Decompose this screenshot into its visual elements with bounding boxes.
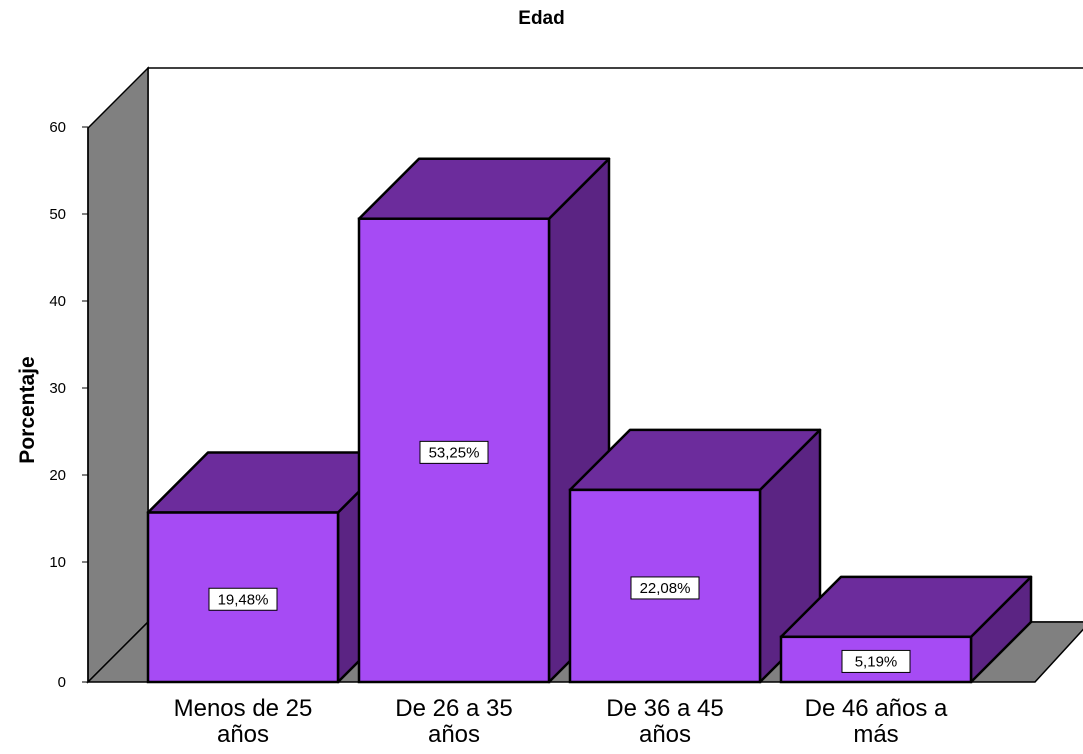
x-category-label: De 36 a 45 <box>606 695 723 722</box>
y-tick-label: 0 <box>58 674 66 691</box>
x-category-label: De 26 a 35 <box>395 695 512 722</box>
data-label: 22,08% <box>640 580 691 597</box>
bar-3d <box>357 157 611 684</box>
y-tick-label: 50 <box>49 206 66 223</box>
x-category-label: De 46 años a <box>805 695 948 722</box>
data-label: 53,25% <box>429 444 480 461</box>
data-label: 19,48% <box>218 591 269 608</box>
data-label-box <box>419 440 489 464</box>
y-tick-label: 60 <box>49 119 66 136</box>
y-tick-label: 20 <box>49 467 66 484</box>
data-label: 5,19% <box>855 653 898 670</box>
data-label-box <box>208 587 278 611</box>
x-category-label: años <box>639 721 691 748</box>
y-tick-label: 10 <box>49 554 66 571</box>
x-category-label: años <box>217 721 269 748</box>
x-category-label: años <box>428 721 480 748</box>
data-label-box <box>841 649 911 673</box>
data-label-box <box>630 576 700 600</box>
x-category-label: Menos de 25 <box>174 695 313 722</box>
left-wall <box>87 66 149 684</box>
x-category-label: más <box>853 721 898 748</box>
y-tick-label: 30 <box>49 380 66 397</box>
y-axis: 0 10 20 30 40 50 60 <box>49 119 89 691</box>
y-tick-label: 40 <box>49 293 66 310</box>
y-axis-title: Porcentaje <box>16 356 39 463</box>
chart-title: Edad <box>518 8 565 29</box>
